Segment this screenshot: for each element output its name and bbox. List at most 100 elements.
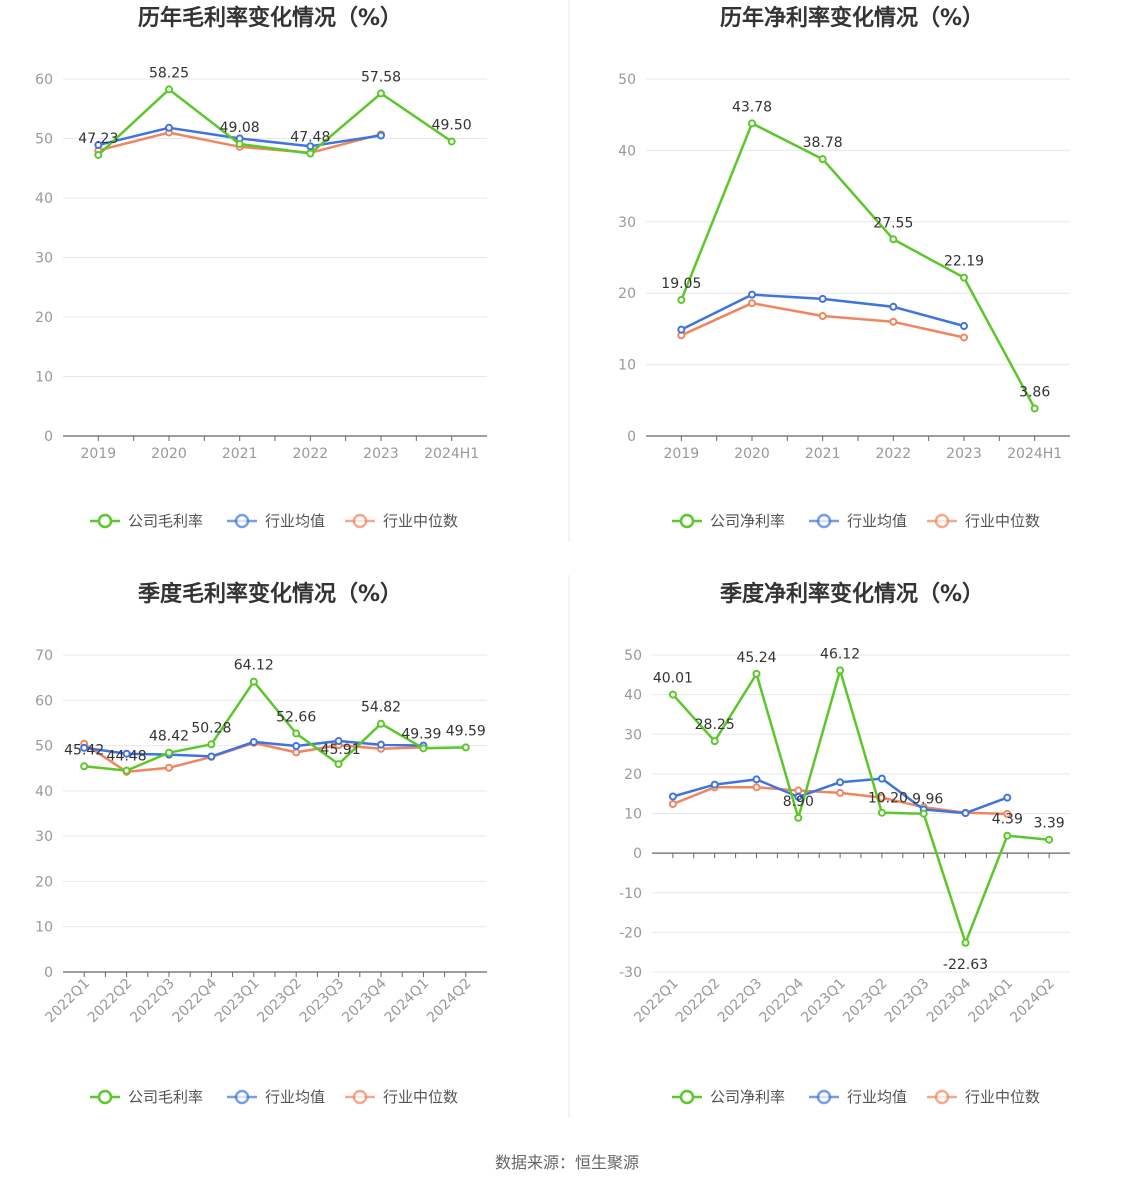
legend-item-average: 行业均值 bbox=[809, 512, 907, 530]
legend-item-median: 行业中位数 bbox=[345, 512, 458, 530]
y-tick-label: 30 bbox=[618, 215, 636, 231]
quarterly-gross-margin-chart: 季度毛利率变化情况（%）0102030405060702022Q12022Q22… bbox=[35, 581, 487, 1106]
data-point-median bbox=[889, 317, 898, 326]
legend-item-median: 行业中位数 bbox=[927, 512, 1040, 530]
data-point-average bbox=[748, 290, 756, 299]
legend-marker bbox=[352, 1089, 368, 1105]
data-point-average bbox=[1003, 793, 1012, 802]
data-point-company bbox=[961, 938, 970, 947]
data-point-company bbox=[122, 766, 131, 775]
x-tick-label: 2022Q1 bbox=[42, 976, 93, 1027]
x-tick-label: 2022Q2 bbox=[673, 976, 724, 1027]
chart-title: 季度净利率变化情况（%） bbox=[720, 581, 984, 607]
data-point-average bbox=[677, 325, 686, 334]
data-point-company bbox=[447, 137, 456, 146]
legend-item-median: 行业中位数 bbox=[927, 1088, 1040, 1106]
data-label: 54.82 bbox=[361, 700, 401, 716]
x-tick-label: 2023Q1 bbox=[212, 976, 263, 1027]
y-tick-label: -30 bbox=[619, 965, 642, 981]
legend-marker bbox=[816, 513, 832, 529]
y-tick-label: 30 bbox=[35, 829, 53, 845]
x-tick-label: 2022Q3 bbox=[715, 976, 766, 1027]
data-point-average bbox=[889, 302, 898, 311]
y-tick-label: 20 bbox=[35, 874, 53, 890]
legend-marker bbox=[352, 513, 368, 529]
annual-gross-margin-chart: 历年毛利率变化情况（%） 0 10 20 30 40 50 60 2019 2020 2021 202… bbox=[35, 5, 487, 530]
data-point-average bbox=[292, 742, 301, 751]
data-point-median bbox=[818, 312, 827, 321]
x-tick-label: 2020 bbox=[151, 446, 187, 462]
quarterly-net-margin-chart: 季度净利率变化情况（%）-30-20-10010203040502022Q120… bbox=[619, 581, 1070, 1106]
y-tick-label: 50 bbox=[35, 739, 53, 755]
data-point-company bbox=[377, 89, 385, 98]
data-point-company bbox=[165, 748, 173, 757]
legend-marker bbox=[234, 513, 250, 529]
series-line-company bbox=[84, 680, 466, 772]
y-tick-label: 10 bbox=[624, 807, 642, 823]
legend-label: 行业中位数 bbox=[965, 1088, 1040, 1106]
legend-item-company: 公司净利率 bbox=[672, 1088, 785, 1106]
legend-marker bbox=[816, 1089, 832, 1105]
data-point-average bbox=[818, 294, 827, 303]
y-tick-label: 50 bbox=[35, 132, 53, 148]
data-point-average bbox=[165, 123, 173, 132]
legend-marker bbox=[934, 513, 950, 529]
data-label: 3.86 bbox=[1019, 384, 1050, 400]
data-point-company bbox=[419, 744, 428, 753]
legend-item-company: 公司毛利率 bbox=[90, 1088, 203, 1106]
data-label: 9.96 bbox=[912, 792, 943, 808]
data-point-company bbox=[836, 666, 845, 675]
legend-label: 行业中位数 bbox=[965, 512, 1040, 530]
data-point-average bbox=[377, 131, 385, 140]
data-point-company bbox=[710, 737, 719, 746]
data-label: 10.20 bbox=[868, 791, 908, 807]
x-tick-label: 2022Q4 bbox=[170, 975, 221, 1026]
x-tick-label: 2024Q1 bbox=[382, 976, 433, 1027]
data-label: 45.42 bbox=[64, 742, 104, 758]
x-tick-label: 2023Q4 bbox=[339, 975, 390, 1026]
data-source: 数据来源：恒生聚源 bbox=[495, 1153, 639, 1172]
legend-label: 行业中位数 bbox=[383, 512, 458, 530]
data-label: 49.50 bbox=[432, 117, 472, 133]
x-tick-label: 2020 bbox=[734, 446, 770, 462]
y-tick-label: 0 bbox=[44, 965, 53, 981]
legend-item-average: 行业均值 bbox=[227, 1088, 325, 1106]
data-point-company bbox=[165, 85, 173, 94]
data-label: 3.39 bbox=[1034, 816, 1065, 832]
legend-label: 行业中位数 bbox=[383, 1088, 458, 1106]
data-label: 47.48 bbox=[290, 129, 330, 145]
data-point-average bbox=[752, 775, 761, 784]
data-point-average bbox=[836, 778, 845, 787]
y-tick-label: 50 bbox=[618, 72, 636, 88]
y-tick-label: 60 bbox=[35, 72, 53, 88]
x-tick-label: 2023Q2 bbox=[840, 976, 891, 1027]
chart-title: 季度毛利率变化情况（%） bbox=[138, 581, 402, 607]
data-point-median bbox=[165, 763, 173, 772]
legend-label: 公司净利率 bbox=[710, 512, 785, 530]
data-label: 57.58 bbox=[361, 69, 401, 85]
y-tick-label: 0 bbox=[633, 846, 642, 862]
data-point-company bbox=[919, 809, 928, 818]
x-tick-label: 2023 bbox=[363, 446, 399, 462]
legend-label: 行业均值 bbox=[265, 512, 325, 530]
chart-title: 历年净利率变化情况（%） bbox=[720, 5, 984, 31]
legend-item-company: 公司毛利率 bbox=[90, 512, 203, 530]
data-point-company bbox=[80, 762, 89, 771]
data-point-company bbox=[668, 690, 677, 699]
x-tick-label: 2022 bbox=[293, 446, 329, 462]
legend-marker bbox=[97, 513, 113, 529]
y-tick-label: 30 bbox=[624, 727, 642, 743]
data-label: 4.39 bbox=[992, 812, 1023, 828]
data-point-median bbox=[1003, 809, 1012, 818]
data-point-average bbox=[877, 774, 886, 783]
x-tick-label: 2024Q1 bbox=[966, 976, 1017, 1027]
y-tick-label: 20 bbox=[35, 310, 53, 326]
data-point-company bbox=[1045, 835, 1054, 844]
data-point-company bbox=[292, 729, 301, 738]
y-tick-label: 40 bbox=[35, 191, 53, 207]
x-tick-label: 2022 bbox=[876, 446, 912, 462]
legend-label: 行业均值 bbox=[847, 1088, 907, 1106]
data-label: 58.25 bbox=[149, 65, 189, 81]
series-line-company bbox=[680, 122, 1036, 409]
data-point-average bbox=[668, 792, 677, 801]
